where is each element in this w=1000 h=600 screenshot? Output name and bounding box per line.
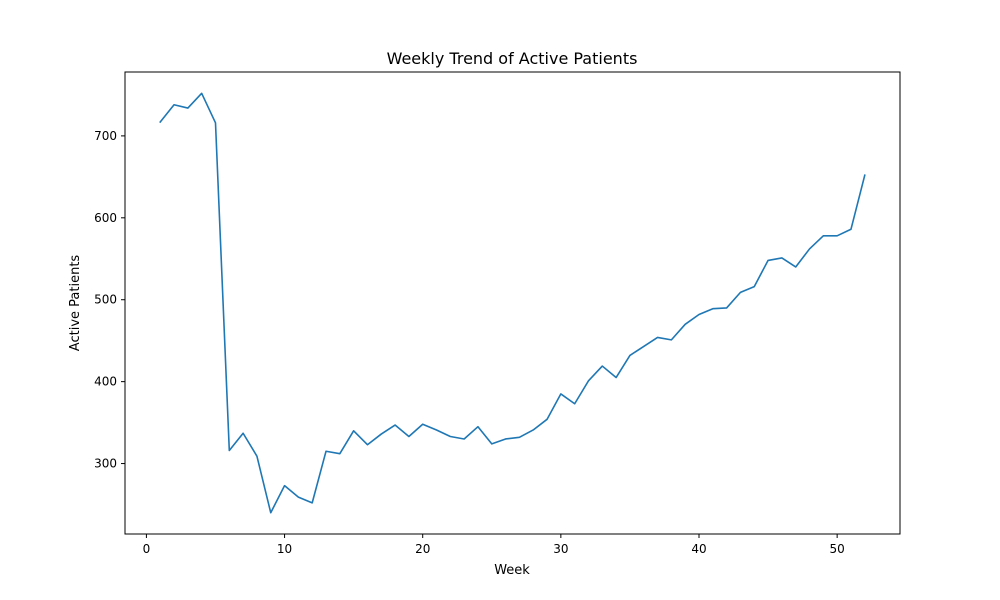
y-tick-label: 300 <box>94 457 117 471</box>
x-axis: 0 10 20 30 40 50 <box>143 534 845 556</box>
x-tick-label: 50 <box>830 542 845 556</box>
y-tick-label: 600 <box>94 211 117 225</box>
x-tick-label: 20 <box>415 542 430 556</box>
series-line-0 <box>159 92 866 514</box>
y-tick-label: 400 <box>94 375 117 389</box>
y-tick-label: 500 <box>94 293 117 307</box>
x-tick-label: 30 <box>553 542 568 556</box>
x-tick-label: 10 <box>277 542 292 556</box>
x-tick-label: 40 <box>691 542 706 556</box>
plot-area: 0 10 20 30 40 50 300 400 500 600 700 <box>94 71 901 556</box>
plot-frame <box>124 71 901 535</box>
y-axis: 300 400 500 600 700 <box>94 129 125 471</box>
x-tick-label: 0 <box>143 542 151 556</box>
series-group <box>159 92 866 514</box>
y-tick-label: 700 <box>94 129 117 143</box>
x-axis-label: Week <box>494 563 530 578</box>
y-axis-label: Active Patients <box>68 255 83 352</box>
chart-title: Weekly Trend of Active Patients <box>387 49 638 68</box>
